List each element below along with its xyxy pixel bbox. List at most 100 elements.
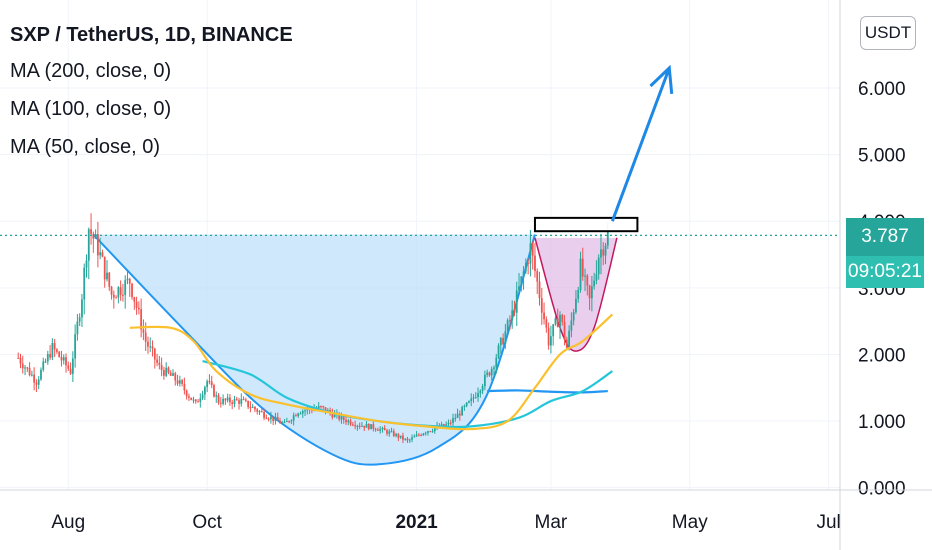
candle-body: [575, 298, 577, 313]
candle-body: [404, 438, 407, 440]
candle-body: [192, 399, 195, 401]
candle-body: [208, 381, 211, 383]
candle-body: [281, 422, 284, 424]
candlesticks: [17, 213, 609, 444]
candle-body: [74, 334, 77, 359]
candle-body: [140, 309, 143, 330]
candle-body: [408, 439, 411, 441]
legend-ma100[interactable]: MA (100, close, 0): [10, 98, 172, 120]
arrow-head: [649, 64, 674, 95]
candle-body: [374, 428, 377, 430]
candle-body: [217, 395, 220, 403]
x-tick-label: 2021: [395, 512, 438, 533]
candle-body: [158, 362, 161, 366]
candle-body: [452, 418, 454, 423]
candle-body: [376, 429, 379, 431]
candle-body: [324, 407, 327, 412]
candle-body: [456, 413, 459, 419]
candle-body: [90, 229, 92, 234]
candle-body: [272, 416, 275, 421]
candle-body: [96, 234, 99, 256]
candle-body: [354, 425, 357, 427]
candle-body: [520, 276, 523, 287]
candle-body: [433, 428, 436, 432]
candle-body: [49, 354, 51, 358]
candle-body: [397, 434, 400, 438]
candle-body: [381, 427, 384, 430]
candle-body: [322, 406, 325, 408]
candle-body: [406, 438, 409, 441]
candle-body: [81, 299, 83, 318]
candle-body: [56, 349, 58, 352]
candle-body: [42, 361, 45, 370]
candle-body: [540, 298, 543, 313]
candle-body: [493, 367, 495, 369]
candle-body: [85, 260, 88, 268]
candle-body: [511, 310, 514, 321]
candle-body: [283, 421, 286, 423]
candle-body: [65, 357, 67, 366]
candle-body: [411, 437, 413, 440]
candle-body: [358, 425, 361, 427]
candle-body: [488, 372, 491, 376]
candle-body: [163, 370, 165, 376]
candle-body: [188, 396, 190, 398]
candle-body: [194, 399, 197, 402]
candle-body: [263, 411, 265, 418]
candle-body: [340, 416, 343, 420]
candle-body: [479, 390, 482, 394]
candle-body: [543, 312, 545, 320]
y-tick-label: 0.000: [858, 479, 906, 500]
candle-body: [468, 401, 470, 403]
candle-body: [156, 359, 158, 363]
candle-body: [392, 431, 395, 436]
candle-body: [593, 280, 596, 287]
candle-body: [24, 367, 26, 369]
candle-body: [99, 252, 102, 256]
candle-body: [361, 425, 363, 427]
candle-body: [174, 373, 177, 381]
candle-body: [465, 402, 468, 407]
legend-ma50[interactable]: MA (50, close, 0): [10, 136, 161, 158]
candle-body: [240, 399, 243, 404]
candle-body: [172, 373, 174, 376]
resistance-box: [533, 216, 639, 233]
candle-body: [108, 272, 111, 287]
candle-body: [17, 357, 20, 359]
candle-body: [565, 339, 568, 348]
candle-body: [219, 402, 222, 404]
candle-body: [395, 434, 397, 436]
candle-body: [547, 327, 550, 346]
candle-body: [126, 278, 129, 281]
candle-body: [549, 336, 552, 346]
candle-body: [60, 357, 63, 361]
candle-body: [399, 435, 402, 438]
candle-body: [524, 263, 527, 272]
candle-body: [62, 357, 65, 361]
candle-body: [427, 431, 429, 433]
candle-body: [201, 394, 204, 399]
candle-body: [258, 411, 261, 413]
candle-body: [590, 286, 593, 299]
ma-line: [487, 389, 608, 394]
legend-ma200[interactable]: MA (200, close, 0): [10, 60, 172, 82]
currency-button[interactable]: USDT: [860, 16, 916, 50]
candle-body: [586, 275, 589, 286]
candle-body: [115, 297, 117, 299]
candle-body: [133, 297, 136, 302]
candle-body: [167, 367, 170, 373]
candle-body: [119, 287, 122, 295]
candle-body: [213, 385, 215, 397]
candle-body: [30, 374, 33, 376]
candle-body: [35, 382, 38, 385]
candle-body: [235, 399, 238, 401]
candle-body: [37, 379, 40, 385]
breakout-arrow: [610, 67, 671, 222]
candle-body: [342, 416, 345, 420]
candle-body: [106, 272, 108, 280]
candle-body: [301, 411, 304, 414]
candle-body: [265, 417, 268, 419]
candle-body: [53, 342, 56, 350]
candle-body: [604, 245, 607, 256]
